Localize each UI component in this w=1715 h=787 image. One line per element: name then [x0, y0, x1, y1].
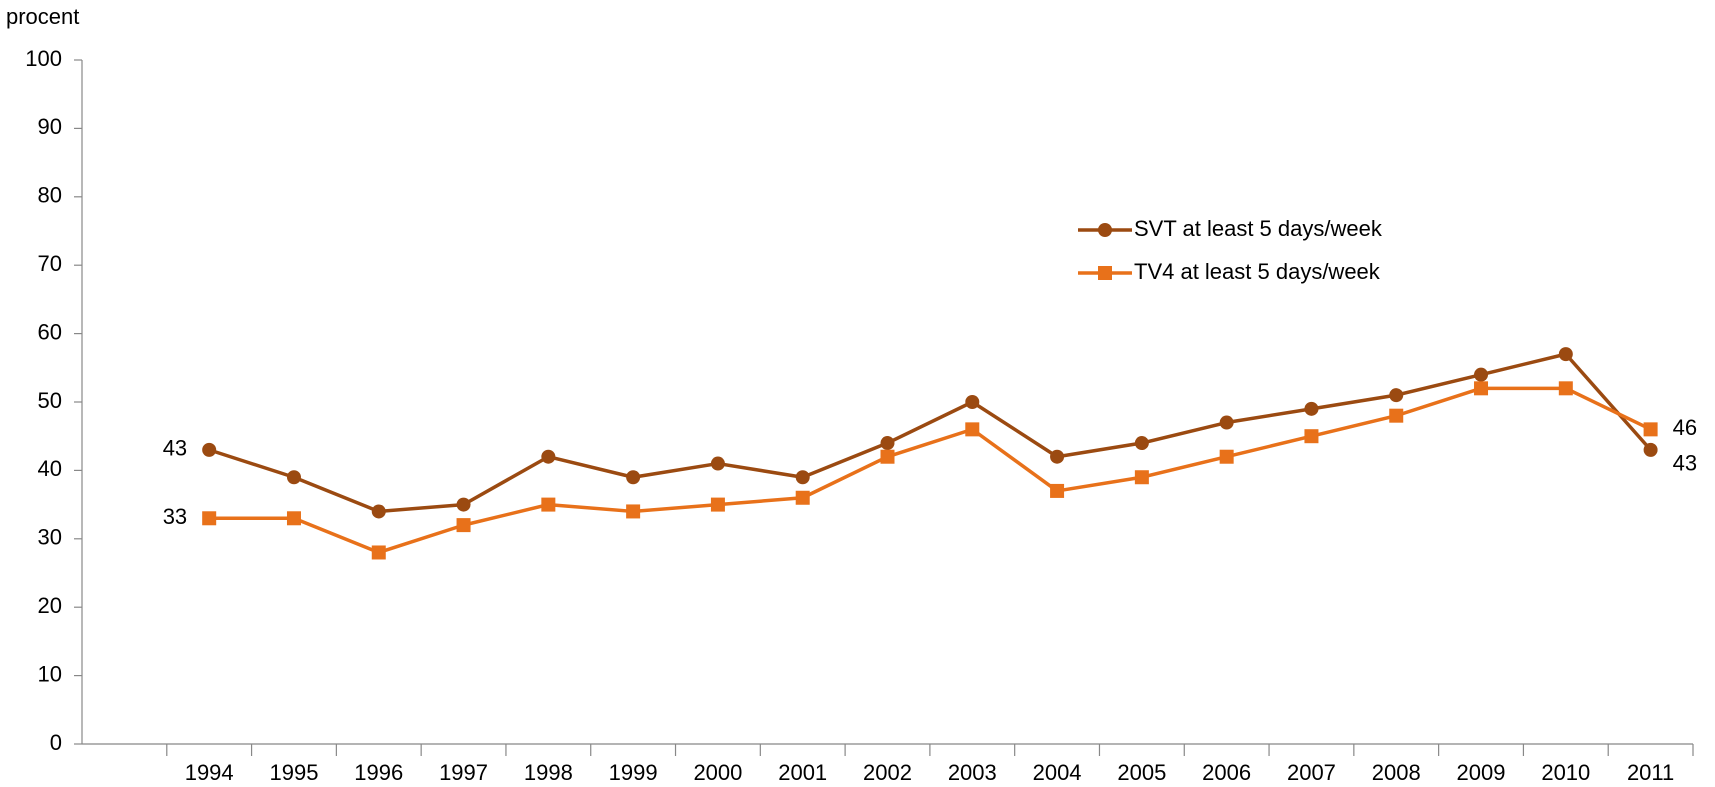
- x-tick-label: 2006: [1202, 760, 1251, 785]
- x-tick-label: 2011: [1627, 760, 1674, 785]
- data-point: [626, 504, 641, 519]
- data-point: [1050, 449, 1065, 464]
- x-tick-label: 1999: [609, 760, 658, 785]
- legend-label: SVT at least 5 days/week: [1134, 216, 1383, 241]
- x-tick-label: 2000: [693, 760, 742, 785]
- x-tick-label: 2007: [1287, 760, 1336, 785]
- data-label: 43: [1673, 451, 1697, 476]
- data-point: [880, 436, 895, 451]
- x-tick-label: 2003: [948, 760, 997, 785]
- data-point: [202, 442, 217, 457]
- data-point: [1134, 436, 1149, 451]
- data-point: [795, 470, 810, 485]
- x-tick-label: 2004: [1033, 760, 1082, 785]
- data-label: 43: [163, 436, 187, 461]
- data-point: [371, 504, 386, 519]
- x-tick-label: 2002: [863, 760, 912, 785]
- data-point: [456, 518, 471, 533]
- data-point: [286, 511, 301, 526]
- y-tick-label: 30: [38, 525, 62, 550]
- y-tick-label: 90: [38, 114, 62, 139]
- data-point: [1643, 422, 1658, 437]
- data-point: [286, 470, 301, 485]
- data-point: [965, 395, 980, 409]
- y-tick-label: 0: [50, 730, 62, 755]
- x-tick-label: 1994: [185, 760, 234, 785]
- data-point: [1134, 470, 1149, 485]
- y-tick-label: 80: [38, 183, 62, 208]
- data-point: [1219, 415, 1234, 430]
- y-tick-label: 70: [38, 251, 62, 276]
- data-point: [965, 422, 980, 437]
- legend-marker: [1098, 223, 1112, 237]
- data-point: [541, 497, 556, 512]
- data-point: [371, 545, 386, 560]
- y-tick-label: 40: [38, 456, 62, 481]
- x-tick-label: 1997: [439, 760, 488, 785]
- data-point: [795, 490, 810, 505]
- data-label: 46: [1673, 415, 1697, 440]
- data-point: [710, 497, 725, 512]
- legend-marker: [1098, 266, 1112, 280]
- y-tick-label: 100: [25, 46, 62, 71]
- data-point: [1304, 429, 1319, 444]
- x-tick-label: 2008: [1372, 760, 1421, 785]
- data-point: [1474, 381, 1489, 396]
- x-tick-label: 2005: [1117, 760, 1166, 785]
- y-axis-label: procent: [6, 4, 79, 29]
- data-point: [880, 449, 895, 464]
- data-point: [456, 497, 471, 512]
- series-line: [208, 352, 1652, 514]
- data-point: [202, 511, 217, 526]
- x-tick-label: 2001: [778, 760, 827, 785]
- data-point: [1304, 401, 1319, 416]
- legend-label: TV4 at least 5 days/week: [1134, 259, 1381, 284]
- data-point: [710, 456, 725, 471]
- data-label: 33: [163, 504, 187, 529]
- data-point: [1558, 347, 1573, 362]
- x-tick-label: 2009: [1457, 760, 1506, 785]
- series-line: [209, 386, 1652, 555]
- data-point: [1474, 367, 1489, 382]
- data-point: [1219, 449, 1234, 464]
- x-tick-label: 1995: [269, 760, 318, 785]
- y-tick-label: 60: [38, 319, 62, 344]
- data-point: [1558, 381, 1573, 396]
- data-point: [1050, 483, 1065, 498]
- y-tick-label: 20: [38, 593, 62, 618]
- data-point: [1389, 408, 1404, 423]
- data-point: [1389, 388, 1404, 403]
- data-point: [1643, 442, 1658, 457]
- y-tick-label: 50: [38, 388, 62, 413]
- data-point: [626, 470, 641, 485]
- y-tick-label: 10: [38, 661, 62, 686]
- x-tick-label: 2010: [1541, 760, 1590, 785]
- data-point: [541, 449, 556, 464]
- x-tick-label: 1998: [524, 760, 573, 785]
- x-tick-label: 1996: [354, 760, 403, 785]
